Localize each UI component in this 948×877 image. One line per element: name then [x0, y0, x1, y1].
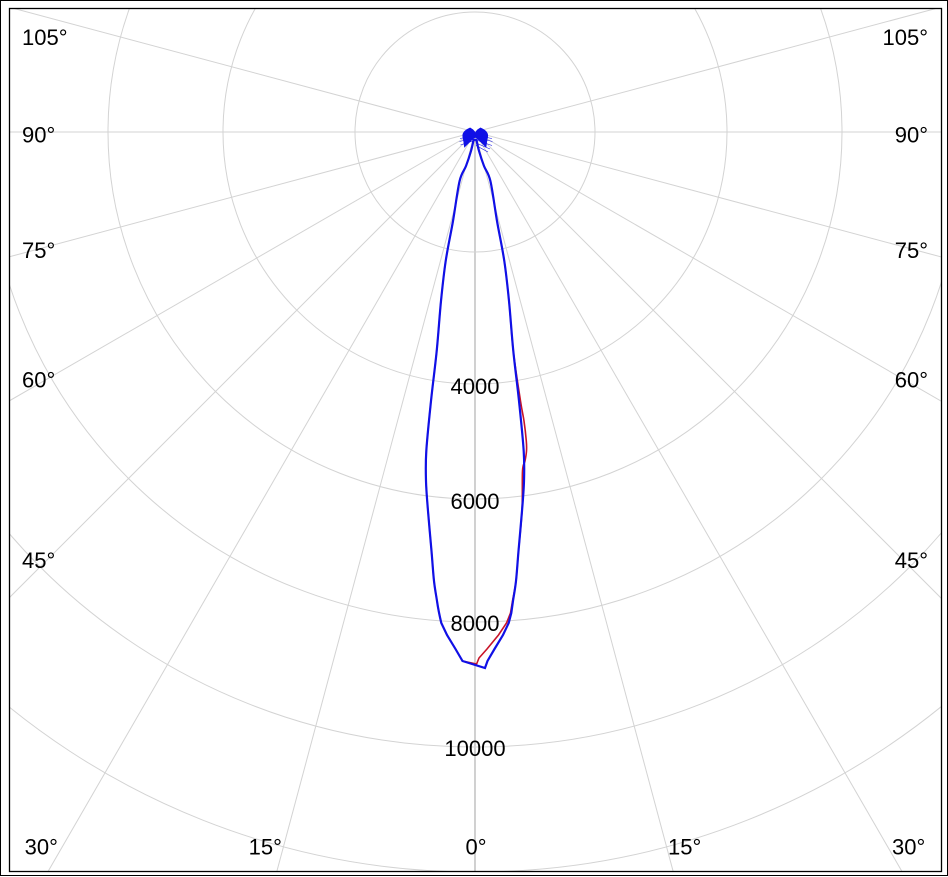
svg-text:105°: 105°: [22, 25, 68, 50]
svg-text:15°: 15°: [249, 835, 282, 860]
svg-text:45°: 45°: [22, 548, 55, 573]
svg-text:90°: 90°: [895, 123, 928, 148]
svg-text:0°: 0°: [465, 835, 486, 860]
svg-text:90°: 90°: [22, 123, 55, 148]
svg-text:75°: 75°: [22, 238, 55, 263]
svg-text:15°: 15°: [668, 835, 701, 860]
svg-text:60°: 60°: [895, 368, 928, 393]
svg-text:10000: 10000: [444, 736, 505, 761]
svg-text:8000: 8000: [451, 611, 500, 636]
svg-text:4000: 4000: [451, 374, 500, 399]
svg-text:75°: 75°: [895, 238, 928, 263]
svg-text:30°: 30°: [25, 835, 58, 860]
svg-text:105°: 105°: [882, 25, 928, 50]
svg-text:45°: 45°: [895, 548, 928, 573]
svg-text:60°: 60°: [22, 368, 55, 393]
svg-text:6000: 6000: [451, 489, 500, 514]
svg-text:30°: 30°: [892, 835, 925, 860]
